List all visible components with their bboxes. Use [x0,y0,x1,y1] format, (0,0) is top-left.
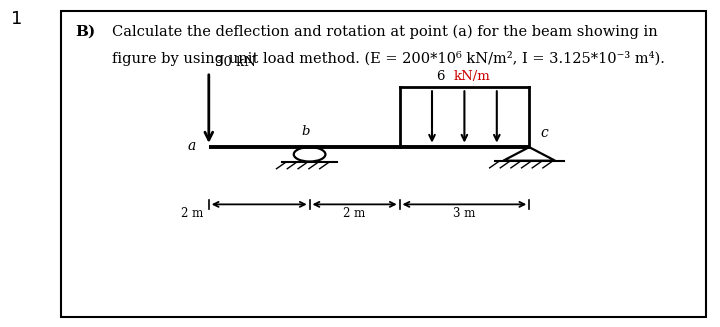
Text: 1: 1 [11,10,22,28]
Text: 6: 6 [437,70,450,83]
Text: 3 m: 3 m [453,207,476,220]
Text: figure by using unit load method. (E = 200*10⁶ kN/m², I = 3.125*10⁻³ m⁴).: figure by using unit load method. (E = 2… [112,51,665,66]
Text: 30 kN: 30 kN [215,56,256,69]
Text: B): B) [76,25,96,39]
Text: kN/m: kN/m [454,70,490,83]
Text: 2 m: 2 m [181,207,203,220]
Text: b: b [302,125,310,138]
Text: 2 m: 2 m [343,207,366,220]
Text: Calculate the deflection and rotation at point (a) for the beam showing in: Calculate the deflection and rotation at… [112,25,657,39]
Text: c: c [540,126,548,140]
Text: a: a [188,139,196,152]
